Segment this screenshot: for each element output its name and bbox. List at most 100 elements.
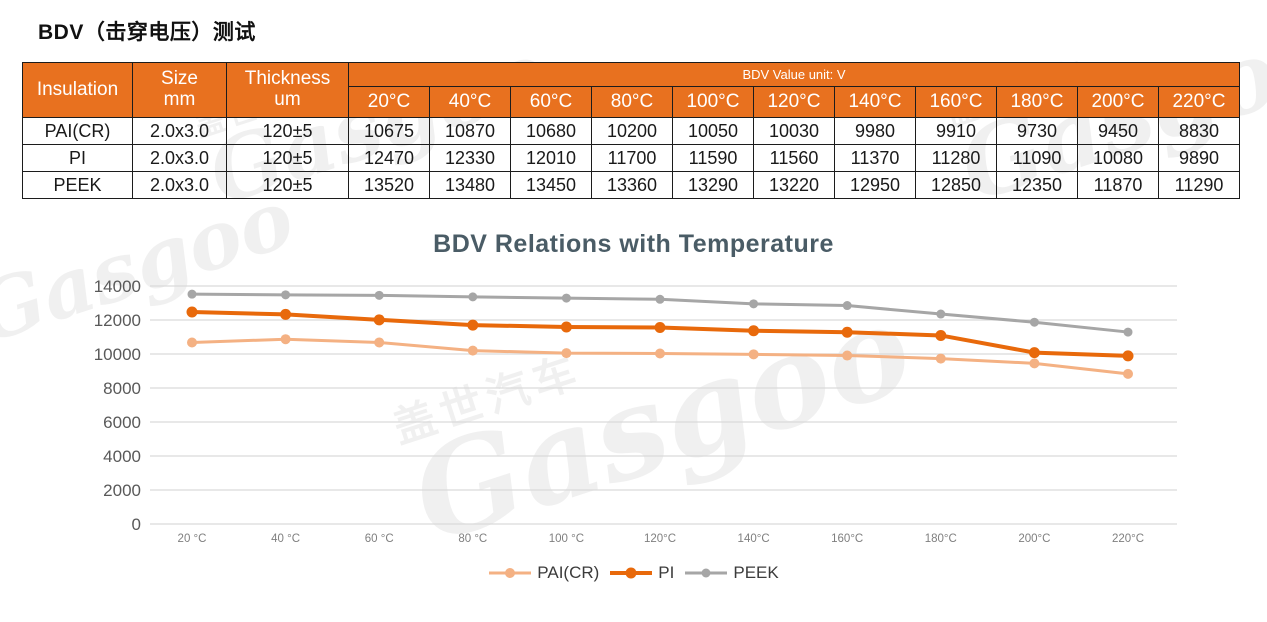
data-point-PI <box>1028 347 1040 359</box>
cell-bdv-value: 11700 <box>591 144 673 172</box>
cell-bdv-value: 9890 <box>1158 144 1240 172</box>
data-point-PEEK <box>655 294 665 304</box>
cell-bdv-value: 11370 <box>834 144 916 172</box>
cell-bdv-value: 13290 <box>672 171 754 199</box>
table-row: PEEK 2.0x3.0 120±5 13520 13480 13450 13360 1329… <box>22 171 1240 199</box>
header-size-line1: Size <box>161 68 198 90</box>
cell-insulation: PEEK <box>22 171 133 199</box>
data-point-PEEK <box>281 290 291 300</box>
cell-bdv-value: 10050 <box>672 117 754 145</box>
page-title: BDV（击穿电压）测试 <box>38 21 256 44</box>
header-thickness-line1: Thickness <box>244 68 331 90</box>
y-axis-tick-label: 12000 <box>94 311 141 330</box>
data-point-PEEK <box>936 309 946 319</box>
data-point-PEEK <box>842 301 852 311</box>
cell-bdv-value: 11090 <box>996 144 1078 172</box>
y-axis-tick-label: 10000 <box>94 345 141 364</box>
header-temp: 200°C <box>1077 86 1159 118</box>
cell-bdv-value: 11870 <box>1077 171 1159 199</box>
header-bdv-unit: BDV Value unit: V <box>348 61 1240 88</box>
data-point-PAI(CR) <box>467 345 478 356</box>
legend-label: PAI(CR) <box>537 563 600 582</box>
data-point-PAI(CR) <box>655 348 665 359</box>
data-point-PI <box>654 321 666 333</box>
cell-bdv-value: 13450 <box>510 171 592 199</box>
data-point-PEEK <box>1123 327 1133 337</box>
data-point-PAI(CR) <box>842 350 853 361</box>
legend-item-PI: PI <box>609 563 674 583</box>
header-temp: 60°C <box>510 86 592 118</box>
table-header-row-1: Insulation Size mm Thickness um BDV Valu… <box>22 61 1240 118</box>
header-temp: 120°C <box>753 86 835 118</box>
cell-thickness: 120±5 <box>226 117 349 145</box>
cell-bdv-value: 8830 <box>1158 117 1240 145</box>
data-point-PAI(CR) <box>187 337 197 348</box>
table-row: PAI(CR) 2.0x3.0 120±5 10675 10870 10680 10200 1… <box>22 117 1240 145</box>
x-axis-tick-label: 160°C <box>831 533 863 545</box>
header-temp: 80°C <box>591 86 673 118</box>
data-point-PAI(CR) <box>935 353 946 364</box>
data-point-PAI(CR) <box>561 348 572 359</box>
x-axis-tick-label: 180°C <box>925 533 957 545</box>
y-axis-tick-label: 0 <box>132 515 141 534</box>
legend-marker-icon <box>685 568 728 578</box>
x-axis-tick-label: 40 °C <box>271 533 300 545</box>
data-point-PAI(CR) <box>1029 358 1040 369</box>
header-temp: 180°C <box>996 86 1078 118</box>
data-point-PI <box>560 321 572 333</box>
cell-bdv-value: 11560 <box>753 144 835 172</box>
header-thickness: Thickness um <box>226 62 349 118</box>
bdv-table: Insulation Size mm Thickness um BDV Valu… <box>22 61 1240 199</box>
y-axis-tick-label: 6000 <box>103 413 141 432</box>
cell-bdv-value: 13520 <box>348 171 430 199</box>
data-point-PEEK <box>468 292 478 302</box>
header-temp: 160°C <box>915 86 997 118</box>
header-temp: 140°C <box>834 86 916 118</box>
legend-label: PEEK <box>733 563 779 582</box>
data-point-PEEK <box>187 289 197 299</box>
cell-bdv-value: 12470 <box>348 144 430 172</box>
y-axis-tick-label: 2000 <box>103 481 141 500</box>
cell-thickness: 120±5 <box>226 144 349 172</box>
cell-bdv-value: 13480 <box>429 171 511 199</box>
data-point-PI <box>373 314 385 326</box>
cell-bdv-value: 11590 <box>672 144 754 172</box>
cell-bdv-value: 9730 <box>996 117 1078 145</box>
cell-bdv-value: 10680 <box>510 117 592 145</box>
header-size: Size mm <box>132 62 227 118</box>
legend-marker-icon <box>489 568 532 578</box>
table-header-row-temps: 20°C 40°C 60°C 80°C 100°C 120°C 140°C 160°C 180°… <box>23 86 1240 118</box>
x-axis-tick-label: 200°C <box>1018 533 1050 545</box>
cell-bdv-value: 13220 <box>753 171 835 199</box>
legend-label: PI <box>658 563 675 582</box>
cell-size: 2.0x3.0 <box>132 144 227 172</box>
header-temp: 20°C <box>348 86 430 118</box>
cell-insulation: PAI(CR) <box>22 117 133 145</box>
table-row: PI 2.0x3.0 120±5 12470 12330 12010 11700 11590 1… <box>22 144 1240 172</box>
legend-item-PEEK: PEEK <box>684 563 779 583</box>
cell-bdv-value: 10675 <box>348 117 430 145</box>
data-point-PI <box>841 326 853 338</box>
header-temp: 100°C <box>672 86 754 118</box>
chart-legend: PAI(CR) PI PEEK <box>0 563 1267 583</box>
data-point-PI <box>935 329 947 341</box>
cell-bdv-value: 13360 <box>591 171 673 199</box>
cell-bdv-value: 11280 <box>915 144 997 172</box>
cell-bdv-value: 10080 <box>1077 144 1159 172</box>
cell-bdv-value: 9910 <box>915 117 997 145</box>
header-size-line2: mm <box>163 89 196 110</box>
cell-bdv-value: 12350 <box>996 171 1078 199</box>
cell-bdv-value: 12850 <box>915 171 997 199</box>
y-axis-tick-label: 14000 <box>94 277 141 296</box>
cell-bdv-value: 12010 <box>510 144 592 172</box>
bdv-line-chart: 0 2000 4000 6000 8000 10000 12000 14000 20 °C 40 … <box>94 277 1177 545</box>
data-point-PI <box>748 325 760 337</box>
x-axis-tick-label: 140°C <box>738 533 770 545</box>
cell-bdv-value: 11290 <box>1158 171 1240 199</box>
data-point-PI <box>280 308 292 320</box>
data-point-PAI(CR) <box>280 334 291 345</box>
cell-bdv-value: 10870 <box>429 117 511 145</box>
cell-insulation: PI <box>22 144 133 172</box>
cell-bdv-value: 10030 <box>753 117 835 145</box>
